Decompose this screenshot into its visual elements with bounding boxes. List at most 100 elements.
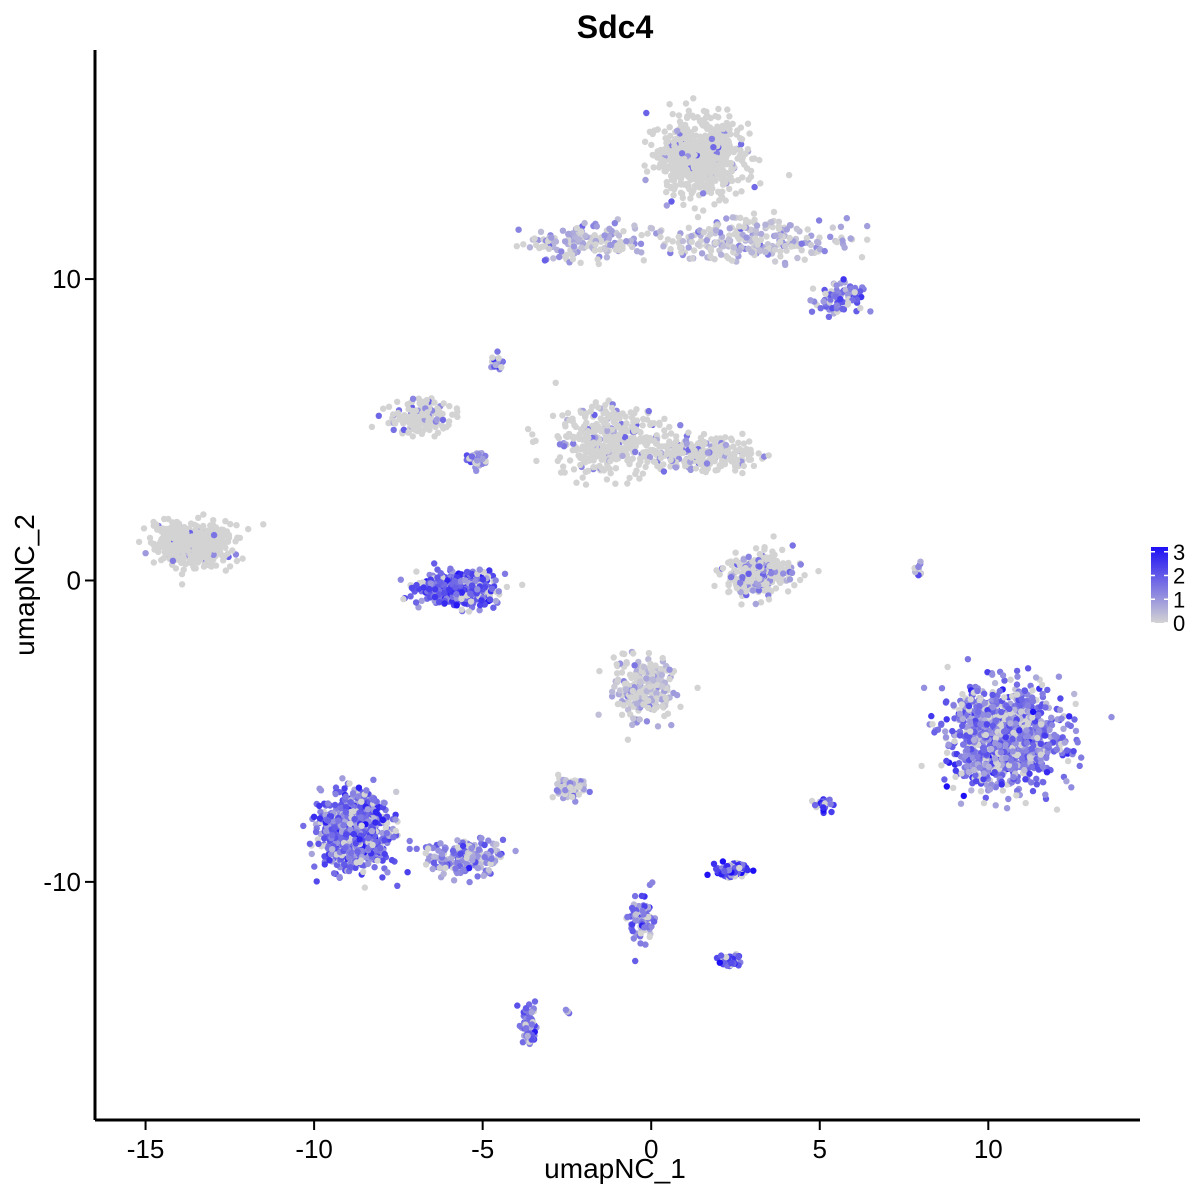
cell-point [949, 727, 956, 735]
cell-point [411, 426, 418, 433]
cell-point [777, 253, 784, 260]
cell-point [756, 156, 763, 164]
cell-point [707, 245, 714, 252]
cell-point [158, 556, 165, 564]
cell-point [755, 450, 762, 457]
cell-point [562, 423, 569, 430]
cell-point [1001, 694, 1008, 701]
cell-point [622, 686, 630, 693]
cell-point [427, 580, 434, 587]
cell-point [1035, 728, 1043, 735]
cell-point [423, 396, 430, 404]
cell-point [700, 107, 708, 115]
cell-point [747, 446, 754, 453]
cell-point [165, 515, 172, 523]
cell-point [833, 238, 841, 246]
cell-point [867, 308, 874, 315]
cell-point [545, 245, 553, 252]
cell-point [695, 452, 703, 460]
cell-point [629, 687, 636, 695]
cell-point [598, 456, 605, 463]
cell-point [424, 409, 431, 416]
cell-point [738, 136, 746, 143]
cell-point [405, 428, 412, 436]
cell-point [476, 566, 483, 573]
cell-point [677, 121, 685, 128]
cell-point [465, 608, 473, 615]
cell-point [458, 606, 465, 613]
cell-point [1009, 735, 1016, 743]
cell-point [699, 190, 707, 197]
cell-point [691, 125, 699, 133]
cell-point [942, 699, 950, 706]
cell-point [445, 586, 453, 593]
cell-point [609, 455, 617, 462]
cell-point [601, 246, 609, 253]
cell-point [665, 441, 673, 448]
cell-point [193, 536, 200, 543]
cell-point [722, 179, 729, 186]
cell-point [1043, 769, 1051, 776]
cell-point [591, 247, 599, 254]
cell-point [396, 413, 403, 420]
cell-point [666, 666, 673, 673]
cell-point [140, 525, 148, 532]
cell-point [462, 577, 469, 584]
cell-point [577, 461, 584, 469]
cell-point [840, 276, 847, 283]
cell-point [640, 415, 647, 423]
cell-point [771, 258, 779, 265]
cell-point [639, 470, 647, 477]
cell-point [668, 721, 675, 729]
cell-point [707, 253, 714, 260]
cell-point [591, 232, 598, 239]
cell-point [728, 165, 735, 173]
cell-point [620, 228, 627, 235]
cell-point [1021, 687, 1029, 694]
cell-point [207, 538, 214, 545]
cell-point [406, 845, 413, 853]
cell-point [1002, 734, 1009, 741]
cell-point [941, 776, 948, 783]
cell-point [440, 400, 447, 407]
cell-point [756, 575, 763, 582]
cell-point [977, 788, 985, 795]
cell-point [615, 412, 622, 419]
cell-point [1024, 665, 1032, 672]
cell-point [561, 238, 569, 245]
chart-title: Sdc4 [577, 9, 654, 45]
cell-point [636, 678, 644, 685]
cell-point [229, 547, 236, 554]
cell-point [1013, 792, 1020, 799]
cell-point [722, 434, 729, 441]
cell-point [729, 214, 736, 221]
cell-point [667, 456, 674, 463]
cell-point [974, 753, 981, 760]
cell-point [809, 285, 817, 292]
cell-point [603, 409, 610, 417]
cell-point [798, 240, 805, 247]
cell-point [187, 520, 195, 527]
cell-point [756, 563, 763, 570]
cell-point [729, 120, 736, 128]
cell-point [688, 157, 695, 164]
cell-point [980, 776, 987, 783]
cell-point [981, 699, 988, 707]
cell-point [739, 174, 746, 181]
cell-point [619, 650, 626, 657]
cell-point [738, 157, 746, 164]
cell-point [991, 755, 999, 762]
cell-point [577, 259, 584, 266]
cell-point [646, 683, 654, 690]
cell-point [683, 166, 691, 173]
cell-point [989, 704, 997, 711]
cell-point [178, 543, 185, 551]
cell-point [659, 683, 666, 690]
cell-point [588, 403, 596, 410]
cell-point [808, 249, 815, 256]
cell-point [771, 563, 778, 571]
cell-point [1038, 721, 1045, 728]
cell-point [636, 688, 643, 696]
cell-point [704, 143, 711, 150]
cell-point [768, 570, 775, 577]
